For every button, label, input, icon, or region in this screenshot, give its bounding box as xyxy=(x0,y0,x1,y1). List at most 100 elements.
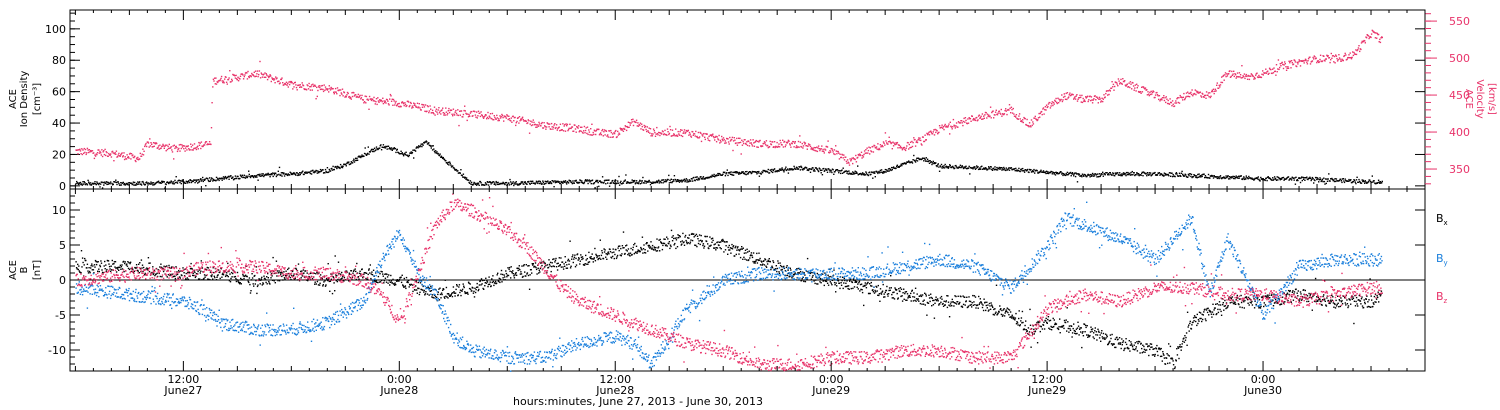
velocity-point xyxy=(1241,76,1244,79)
density-point xyxy=(1345,180,1348,182)
density-point xyxy=(553,186,555,188)
bx-point xyxy=(447,297,449,299)
density-point xyxy=(787,172,790,174)
density-point xyxy=(305,171,307,173)
density-point xyxy=(1379,182,1381,184)
velocity-point xyxy=(1244,77,1246,80)
density-point xyxy=(496,183,499,186)
density-point xyxy=(450,164,452,166)
density-point xyxy=(389,147,392,150)
velocity-point xyxy=(470,111,473,113)
velocity-point xyxy=(998,110,1001,112)
velocity-point xyxy=(1176,97,1179,99)
density-point xyxy=(865,171,867,173)
velocity-point xyxy=(321,84,324,87)
density-point xyxy=(913,154,915,157)
bx-point xyxy=(331,292,334,295)
top-panel-frame xyxy=(69,9,1426,190)
density-point xyxy=(1198,173,1200,175)
density-point xyxy=(879,169,882,172)
density-point xyxy=(1166,174,1168,176)
density-point xyxy=(713,173,715,176)
velocity-point xyxy=(604,134,606,136)
velocity-point xyxy=(1336,57,1338,60)
density-point xyxy=(1054,174,1057,176)
bx-point xyxy=(168,266,171,269)
bx-point xyxy=(442,289,444,291)
density-point xyxy=(892,167,894,169)
density-point xyxy=(111,182,113,185)
density-point xyxy=(891,166,893,169)
velocity-point xyxy=(285,81,288,83)
velocity-point xyxy=(642,129,645,131)
velocity-point xyxy=(310,85,312,88)
density-point xyxy=(348,161,350,163)
bx-point xyxy=(459,291,461,294)
density-point xyxy=(1364,182,1366,184)
bx-point xyxy=(377,275,380,278)
velocity-point xyxy=(917,138,919,141)
density-point xyxy=(895,167,897,169)
velocity-point xyxy=(898,144,900,146)
velocity-point xyxy=(1234,73,1236,75)
density-point xyxy=(688,179,691,181)
velocity-point xyxy=(749,142,751,144)
velocity-point xyxy=(103,153,106,156)
bx-point xyxy=(440,292,443,294)
velocity-point xyxy=(761,145,764,147)
density-point xyxy=(1292,177,1295,179)
bx-point xyxy=(402,285,404,287)
density-point xyxy=(1243,178,1246,181)
velocity-point xyxy=(821,145,823,147)
velocity-point xyxy=(1156,94,1159,96)
velocity-point xyxy=(972,119,974,121)
bx-point xyxy=(174,275,176,278)
density-point xyxy=(1066,174,1068,176)
velocity-point xyxy=(101,155,104,158)
velocity-point xyxy=(651,133,653,135)
velocity-point xyxy=(846,162,848,164)
velocity-point xyxy=(1139,91,1142,93)
velocity-point xyxy=(168,143,170,146)
density-point xyxy=(421,145,423,148)
bx-point xyxy=(429,287,431,289)
velocity-point xyxy=(340,92,342,94)
velocity-point xyxy=(1005,110,1007,112)
density-point xyxy=(115,179,117,181)
velocity-point xyxy=(772,141,774,143)
density-point xyxy=(846,170,849,173)
bx-point xyxy=(273,280,275,282)
density-point xyxy=(825,168,827,170)
bx-point xyxy=(277,279,279,282)
velocity-point xyxy=(869,147,871,149)
bx-point xyxy=(247,279,249,281)
bx-point xyxy=(116,267,118,269)
velocity-point xyxy=(439,110,441,112)
density-point xyxy=(711,174,713,176)
density-point xyxy=(1251,177,1253,179)
bx-point xyxy=(187,271,189,274)
velocity-point xyxy=(826,146,829,148)
velocity-point xyxy=(1338,54,1340,56)
velocity-point xyxy=(1354,53,1356,55)
velocity-point xyxy=(606,135,608,137)
bx-point xyxy=(372,280,374,282)
velocity-point xyxy=(166,148,169,151)
density-point xyxy=(996,166,998,169)
velocity-point xyxy=(227,78,230,81)
velocity-point xyxy=(1333,61,1335,63)
velocity-point xyxy=(476,111,478,113)
velocity-point xyxy=(827,140,829,142)
velocity-point xyxy=(299,84,301,86)
density-point xyxy=(217,178,220,180)
velocity-point xyxy=(1360,48,1362,51)
bx-point xyxy=(132,268,134,271)
bx-point xyxy=(272,256,274,259)
density-point xyxy=(309,172,312,175)
velocity-point xyxy=(813,146,815,149)
velocity-point xyxy=(402,101,404,104)
velocity-point xyxy=(189,149,191,151)
velocity-point xyxy=(968,117,970,119)
density-point xyxy=(1227,175,1229,177)
density-point xyxy=(1075,172,1077,174)
